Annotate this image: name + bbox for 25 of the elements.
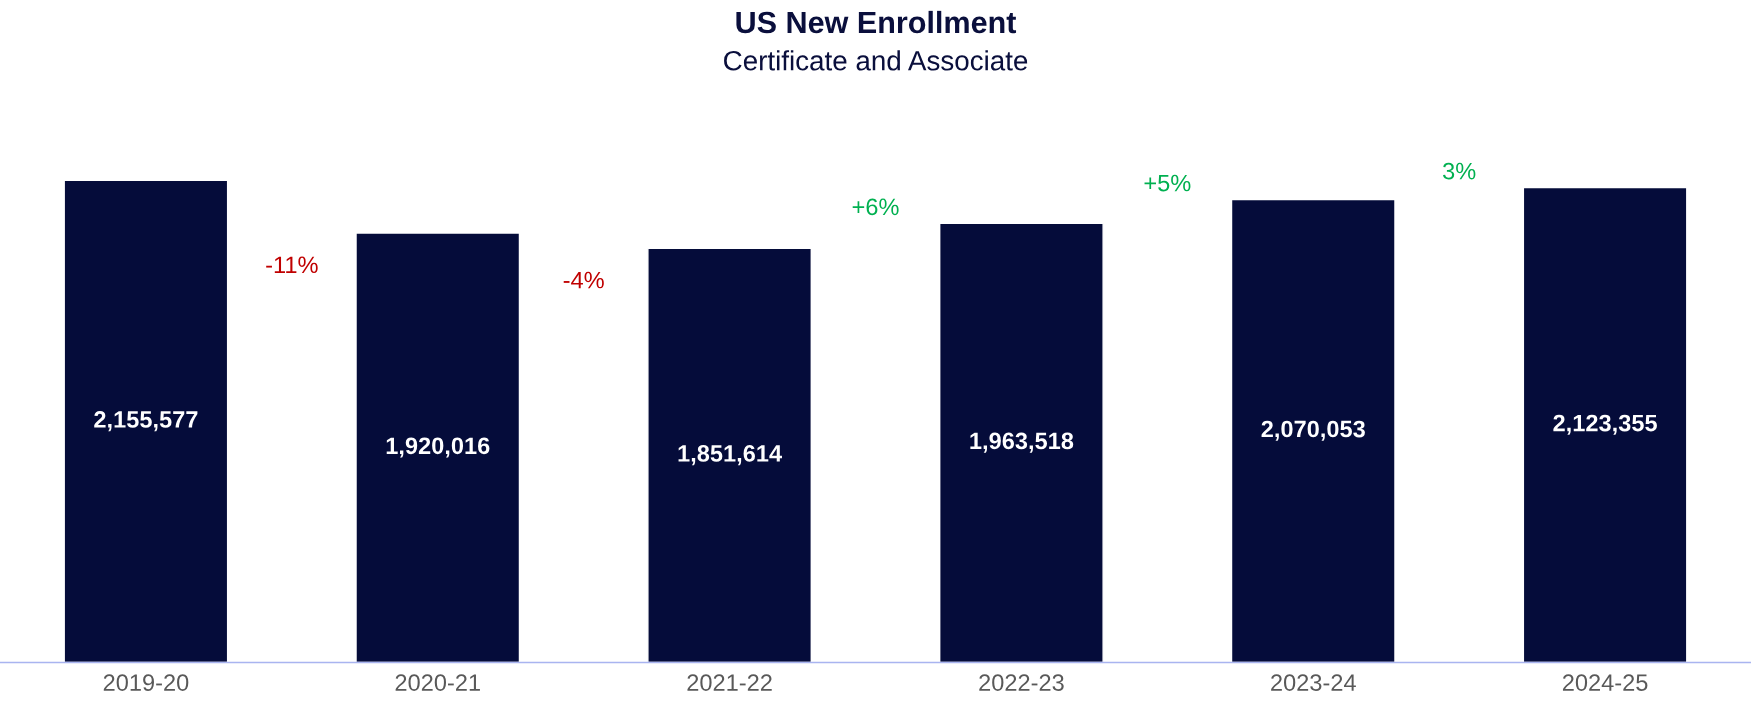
x-tick-label: 2024-25 <box>1562 674 1648 691</box>
data-label: 1,851,614 <box>678 445 782 466</box>
bar <box>939 222 1104 663</box>
data-label: 1,963,518 <box>970 432 1074 453</box>
x-tick-label: 2022-23 <box>979 674 1064 691</box>
annotation: +6% <box>852 198 899 216</box>
annotation: +5% <box>1144 174 1191 192</box>
bar <box>647 247 812 663</box>
x-tick-label: 2019-20 <box>103 674 189 691</box>
data-label: 2,155,577 <box>94 411 198 432</box>
chart-subtitle: Certificate and Associate <box>724 50 1028 71</box>
x-tick-label: 2023-24 <box>1271 674 1356 691</box>
bar <box>1230 198 1396 663</box>
annotation: -4% <box>563 271 604 289</box>
text: 3% <box>1443 162 1476 180</box>
annotation: -11% <box>266 256 318 274</box>
bar <box>63 179 229 663</box>
x-tick-label: 2021-22 <box>687 674 772 691</box>
chart-title: US New Enrollment <box>736 10 1017 34</box>
bar <box>355 232 521 663</box>
x-tick-label: 2020-21 <box>395 674 480 691</box>
data-label: 2,123,355 <box>1553 414 1657 435</box>
data-label: 2,070,053 <box>1261 420 1365 441</box>
data-label: 1,920,016 <box>386 437 490 458</box>
bar <box>1522 186 1688 663</box>
